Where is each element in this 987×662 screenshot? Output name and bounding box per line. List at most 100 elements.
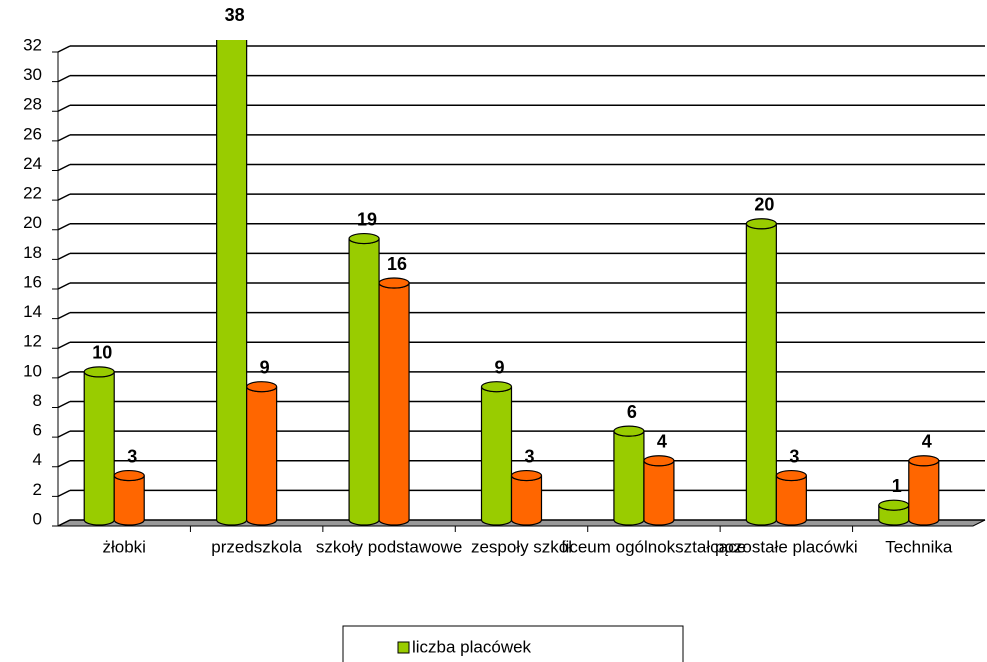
grid-line-side [57,371,71,379]
bar-body [216,40,248,526]
bar [348,232,380,526]
value-label: 10 [92,343,112,363]
value-label: 1 [892,476,902,496]
bar-top [613,425,645,437]
grid-line-side [57,282,71,290]
grid-line-side [57,519,71,527]
grid-line-side [57,45,71,53]
grid-line-side [57,134,71,142]
x-tick-label: żłobki [102,537,145,556]
bars [83,40,940,526]
bar-top [83,366,115,378]
y-tick-label: 6 [33,421,42,440]
bar-body [246,386,278,526]
bar-top [908,455,940,467]
grid-line-side [57,163,71,172]
bar [480,381,513,526]
grid-line-side [57,193,71,201]
bar-body [643,460,675,526]
grid-line-side [57,223,71,231]
bar [908,455,940,526]
bar-top [378,277,410,289]
y-tick-label: 18 [23,243,42,262]
grid-line-side [57,460,71,468]
grid-line-side [57,104,71,112]
bar-top [510,469,543,482]
bar [775,469,807,526]
x-tick-label: przedszkola [211,537,302,556]
bar [613,425,645,526]
value-label: 20 [754,195,774,215]
x-tick-label: szkoły podstawowe [316,537,462,556]
labels: żłobki 10 3 przedszkola 38 9 szkoły podstawowe… [92,5,953,557]
y-tick-label: 0 [33,509,42,528]
value-label: 6 [627,402,637,422]
y-tick-label: 28 [23,95,42,114]
bar-body [348,238,380,526]
value-label: 16 [387,254,407,274]
value-label: 38 [225,5,245,25]
value-label: 3 [127,446,137,466]
x-tick-label: liceum ogólnokształcące [562,537,746,556]
y-tick-label: 2 [33,480,42,499]
grid-line-side [57,400,71,409]
bar-top [113,469,145,482]
bar-body [480,386,513,526]
y-tick-label: 26 [23,124,42,143]
value-label: 4 [657,432,667,452]
bar-body [83,371,115,526]
bar-top [643,455,675,467]
bar-top [745,218,777,230]
bar-top [246,381,278,393]
bar-top [775,469,807,482]
legend-swatch [397,641,410,654]
bar-body [378,282,410,526]
y-tick-label: 8 [33,391,42,410]
y-tick-label: 30 [23,65,42,84]
bar [246,381,278,526]
y-tick-label: 14 [23,302,42,321]
bar-top [878,499,910,511]
y-tick-label: 24 [23,154,42,173]
x-tick-label: Technika [885,537,953,556]
bar [216,40,248,526]
value-label: 3 [789,446,799,466]
bar [878,499,910,526]
bar-body [908,460,940,526]
bar [745,218,777,526]
bar-body [510,475,543,526]
bar [113,469,145,526]
grid-line-side [57,252,71,261]
value-label: 19 [357,209,377,229]
bar-body [745,223,777,526]
value-label: 9 [260,357,270,377]
bar [378,277,410,526]
grid-line-side [57,341,71,349]
bar-body [613,430,645,526]
value-label: 4 [922,432,932,452]
y-tick-label: 16 [23,272,42,291]
bar-top [480,381,513,393]
y-tick-label: 22 [23,184,42,203]
y-tick-label: 32 [23,35,42,54]
legend-label: liczba placówek [412,637,532,656]
bar [510,469,543,526]
value-label: 3 [524,446,534,466]
x-tick-label: zespoły szkół [471,537,572,556]
grid-line-side [57,311,71,320]
grid-line-side [57,430,71,438]
bar [83,366,115,526]
bar-top [348,232,380,245]
y-tick-label: 12 [23,332,42,351]
value-label: 9 [494,357,504,377]
y-tick-label: 4 [33,450,42,469]
bar [643,455,675,526]
grid-line-side [57,489,71,498]
y-tick-label: 20 [23,213,42,232]
bar-body [775,475,807,526]
grid-line-side [57,74,71,83]
bar-body [113,475,145,526]
y-tick-label: 10 [23,361,42,380]
x-tick-label: pozostałe placówki [715,537,858,556]
